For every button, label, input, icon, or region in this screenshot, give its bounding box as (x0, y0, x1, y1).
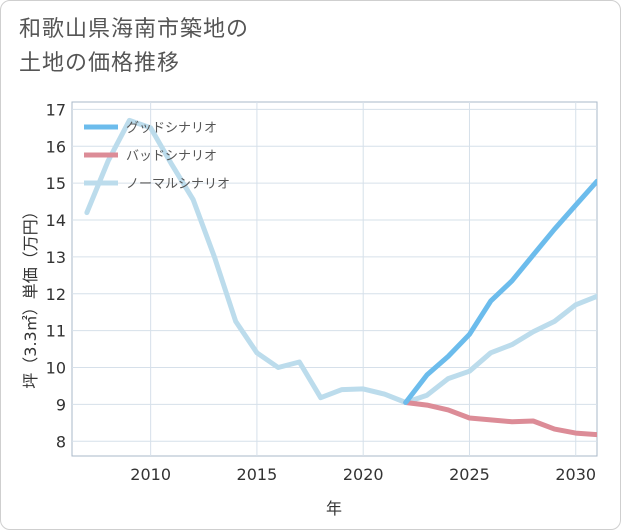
series-layer (84, 117, 597, 438)
y-tick-label: 16 (46, 137, 66, 156)
legend-item-bad: バッドシナリオ (84, 149, 217, 164)
x-tick-label: 2030 (555, 465, 596, 484)
legend-label: グッドシナリオ (126, 121, 217, 136)
y-tick-label: 11 (46, 322, 66, 341)
chart-title: 和歌山県海南市築地の 土地の価格推移 (19, 13, 249, 81)
x-tick-labels: 2010 2015 2020 2025 2030 (130, 465, 596, 484)
series-line-good (403, 178, 597, 405)
legend-item-normal: ノーマルシナリオ (84, 177, 230, 192)
series-line-bad (403, 400, 597, 438)
x-tick-label: 2025 (449, 465, 490, 484)
x-axis-title: 年 (326, 499, 342, 518)
y-tick-labels: 8 9 10 11 12 13 14 15 16 17 (46, 100, 66, 451)
y-tick-label: 8 (56, 432, 66, 451)
legend-label: バッドシナリオ (126, 149, 217, 164)
x-tick-label: 2020 (343, 465, 384, 484)
legend-label: ノーマルシナリオ (126, 177, 230, 192)
legend-item-good: グッドシナリオ (84, 121, 217, 136)
x-tick-label: 2010 (130, 465, 171, 484)
series-line-normal (84, 117, 597, 405)
y-tick-label: 13 (46, 248, 66, 267)
y-tick-label: 15 (46, 174, 66, 193)
y-tick-label: 17 (46, 100, 66, 119)
y-tick-label: 14 (46, 211, 66, 230)
plot-area (71, 101, 598, 457)
y-tick-label: 10 (46, 359, 66, 378)
y-tick-label: 12 (46, 285, 66, 304)
chart-title-line-2: 土地の価格推移 (19, 51, 181, 76)
x-tick-label: 2015 (237, 465, 278, 484)
chart-title-line-1: 和歌山県海南市築地の (19, 17, 250, 42)
y-axis-title: 坪（3.3㎡）単価（万円） (21, 203, 40, 388)
y-tick-label: 9 (56, 395, 66, 414)
